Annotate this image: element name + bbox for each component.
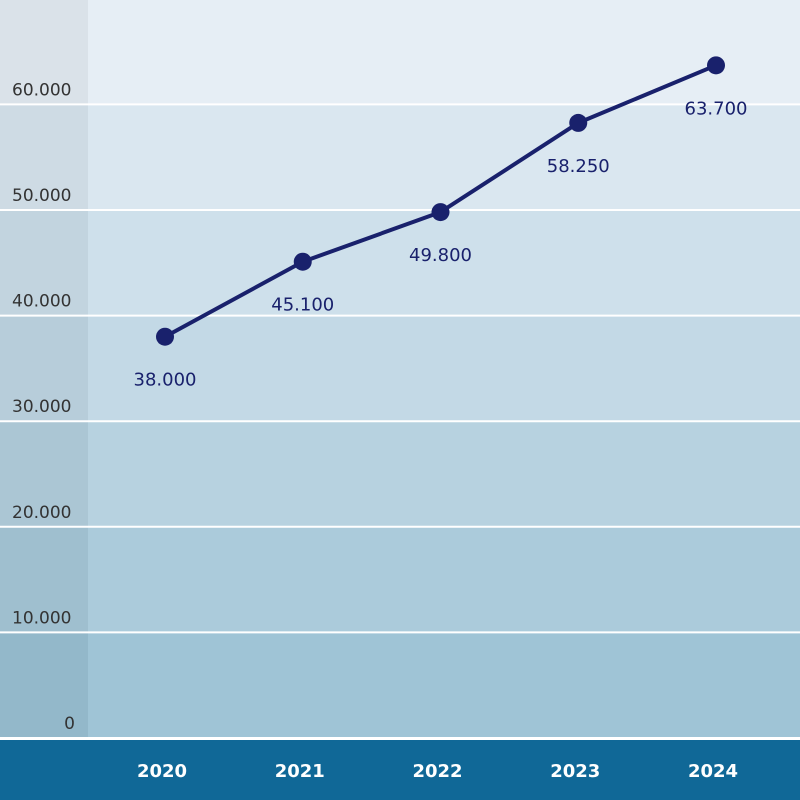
- y-tick-label: 40.000: [12, 292, 71, 312]
- axis-band: [0, 421, 88, 527]
- x-axis: 2020 2021 2022 2023 2024: [137, 761, 738, 782]
- x-tick-label: 2021: [275, 761, 325, 782]
- y-tick-label: 20.000: [12, 503, 71, 523]
- band: [88, 210, 800, 316]
- band: [88, 421, 800, 527]
- series: 38.000 45.100 49.800 58.250 63.700: [134, 56, 748, 391]
- band: [88, 0, 800, 105]
- x-tick-label: 2023: [550, 761, 600, 782]
- band: [88, 315, 800, 422]
- data-label: 45.100: [271, 295, 334, 316]
- band: [88, 526, 800, 633]
- y-tick-label: 50.000: [12, 186, 71, 206]
- band: [88, 632, 800, 738]
- data-label: 49.800: [409, 245, 472, 266]
- x-tick-label: 2022: [412, 761, 462, 782]
- data-point: [431, 203, 450, 222]
- axis-band: [0, 315, 88, 422]
- axis-band: [0, 632, 88, 738]
- data-label: 58.250: [547, 156, 610, 177]
- data-label: 38.000: [134, 370, 197, 391]
- x-tick-label: 2020: [137, 761, 187, 782]
- axis-band: [0, 526, 88, 633]
- y-tick-label: 0: [64, 714, 75, 734]
- background-bands: [0, 0, 800, 738]
- x-tick-label: 2024: [688, 761, 738, 782]
- gridlines: [0, 103, 800, 739]
- axis-band: [0, 104, 88, 210]
- data-point: [707, 56, 725, 75]
- data-point: [293, 252, 312, 271]
- axis-band: [0, 0, 88, 105]
- band: [88, 104, 800, 210]
- data-point: [156, 327, 174, 346]
- x-axis-bar: [0, 740, 800, 800]
- y-tick-label: 60.000: [12, 80, 71, 100]
- y-tick-label: 10.000: [12, 608, 71, 628]
- y-tick-label: 30.000: [12, 397, 71, 417]
- axis-band: [0, 210, 88, 316]
- data-point: [569, 113, 588, 132]
- y-axis: 0 10.000 20.000 30.000 40.000 50.000 60.000: [12, 80, 75, 734]
- data-label: 63.700: [685, 98, 748, 119]
